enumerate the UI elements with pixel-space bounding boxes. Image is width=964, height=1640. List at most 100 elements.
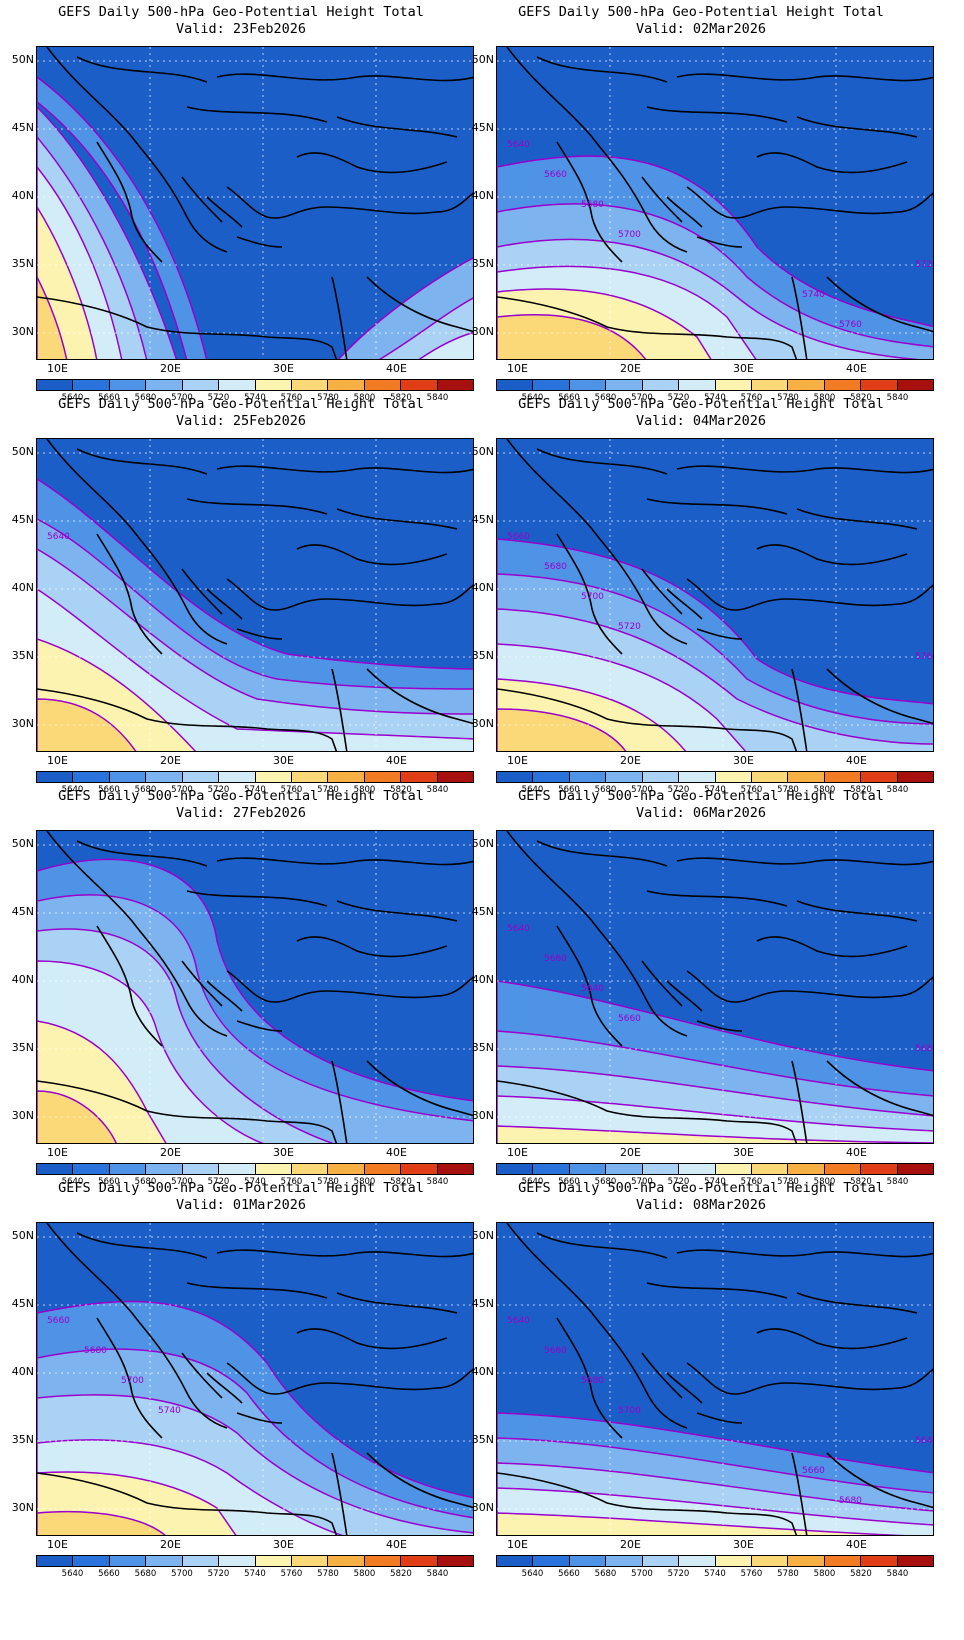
- colorbar-label: 5640: [521, 785, 544, 795]
- contour-label: 5660: [544, 1346, 567, 1356]
- coastline: [181, 568, 243, 620]
- coastline: [646, 106, 918, 138]
- colorbar-swatch: [437, 1164, 474, 1174]
- colorbar-swatch: [219, 1164, 256, 1174]
- contour-label: 5680: [581, 200, 604, 210]
- colorbar-label: 5700: [171, 785, 193, 795]
- coastline: [556, 141, 623, 263]
- colorbar-label: 5700: [631, 785, 653, 795]
- coastline: [646, 498, 918, 530]
- colorbar-label: 5740: [704, 1177, 726, 1187]
- colorbar-swatch: [715, 380, 752, 390]
- lat-label: 35N: [471, 649, 494, 662]
- contour-label: 5700: [618, 230, 641, 240]
- lat-label: 40N: [471, 189, 494, 202]
- colorbar-label: 5800: [813, 1177, 836, 1187]
- coastline: [296, 152, 448, 174]
- colorbar-swatch: [73, 380, 110, 390]
- lon-label: 10E: [47, 1146, 68, 1159]
- coastline: [826, 1452, 933, 1509]
- colorbar-label: 5760: [280, 1177, 303, 1187]
- coastline: [366, 1452, 473, 1509]
- coastline: [331, 1060, 348, 1143]
- contour-band: [37, 1510, 166, 1535]
- map-panel-p1: GEFS Daily 500-hPa Geo-Potential Height …: [0, 0, 482, 410]
- lat-label: 45N: [11, 121, 34, 134]
- lon-label: 40E: [386, 1146, 407, 1159]
- coastline: [236, 628, 283, 640]
- colorbar-label: 5820: [850, 393, 872, 403]
- colorbar-swatch: [401, 772, 438, 782]
- colorbar-label: 5720: [207, 1177, 230, 1187]
- coastline: [96, 925, 163, 1047]
- colorbar-swatch: [497, 772, 534, 782]
- colorbar-swatch: [437, 380, 474, 390]
- colorbar-label: 5640: [521, 1177, 544, 1187]
- lat-label: 30N: [11, 717, 34, 730]
- colorbar-label: 5740: [244, 393, 266, 403]
- lat-label: 50N: [471, 53, 494, 66]
- colorbar-label: 5780: [317, 785, 339, 795]
- colorbar-label: 5840: [886, 393, 909, 403]
- coastline: [76, 1232, 473, 1259]
- contour-label: 5680: [544, 562, 567, 572]
- colorbar-swatch: [679, 1164, 716, 1174]
- contour-label: 5640: [507, 924, 530, 934]
- coastline: [181, 1352, 243, 1404]
- colorbar-label: 5700: [631, 1569, 653, 1579]
- colorbar-label: 5820: [850, 1569, 872, 1579]
- coastline: [46, 47, 228, 253]
- coastline: [696, 236, 743, 248]
- coastline: [826, 668, 933, 725]
- colorbar-label: 5780: [777, 785, 799, 795]
- lat-label: 45N: [471, 1297, 494, 1310]
- colorbar-label: 5780: [777, 393, 799, 403]
- coastline: [497, 1080, 798, 1143]
- lon-label: 10E: [507, 362, 528, 375]
- contour-label: 5700: [581, 592, 604, 602]
- height-field-map: [37, 47, 473, 359]
- colorbar-swatch: [291, 1556, 329, 1566]
- contour-label: 5760: [839, 320, 862, 330]
- coastline: [791, 276, 808, 359]
- coastline: [46, 1223, 228, 1429]
- colorbar-label: 5840: [426, 1569, 449, 1579]
- colorbar-swatch: [788, 1556, 825, 1566]
- colorbar-swatch: [715, 1164, 752, 1174]
- coastline: [226, 970, 473, 1003]
- contour-label: 5700: [121, 1376, 144, 1386]
- colorbar-label: 5640: [61, 1569, 84, 1579]
- colorbar-label: 5820: [390, 393, 412, 403]
- colorbar: [496, 771, 934, 783]
- colorbar-swatch: [328, 1556, 365, 1566]
- colorbar-swatch: [364, 1556, 402, 1566]
- height-field-map: 5640 5660 5640 5660 5680: [497, 831, 933, 1143]
- lat-label: 35N: [11, 1433, 34, 1446]
- map-area: [36, 46, 474, 360]
- map-area: 5640 5660 5680 5700 5720 5740 5760: [496, 46, 934, 360]
- lon-label: 30E: [733, 1538, 754, 1551]
- coastline: [696, 1412, 743, 1424]
- colorbar-label: 5800: [813, 1569, 836, 1579]
- coastline: [497, 688, 798, 751]
- colorbar-swatch: [37, 772, 74, 782]
- lon-label: 40E: [846, 754, 867, 767]
- panel-title: GEFS Daily 500-hPa Geo-Potential Height …: [518, 396, 884, 429]
- coastline: [296, 1328, 448, 1350]
- coastline: [331, 668, 348, 751]
- coastline: [76, 56, 473, 83]
- contour-label: 5700: [618, 1406, 641, 1416]
- coastline: [641, 176, 703, 228]
- colorbar-swatch: [861, 380, 898, 390]
- colorbar-label: 5640: [521, 1569, 544, 1579]
- lat-label: 50N: [11, 837, 34, 850]
- coastline: [296, 544, 448, 566]
- colorbar-label: 5800: [353, 785, 376, 795]
- colorbar-swatch: [109, 1556, 147, 1566]
- coastline: [96, 141, 163, 263]
- lon-label: 30E: [273, 362, 294, 375]
- lat-label: 40N: [11, 189, 34, 202]
- colorbar-label: 5740: [244, 1569, 266, 1579]
- colorbar-label: 5720: [207, 785, 230, 795]
- colorbar: [36, 1555, 474, 1567]
